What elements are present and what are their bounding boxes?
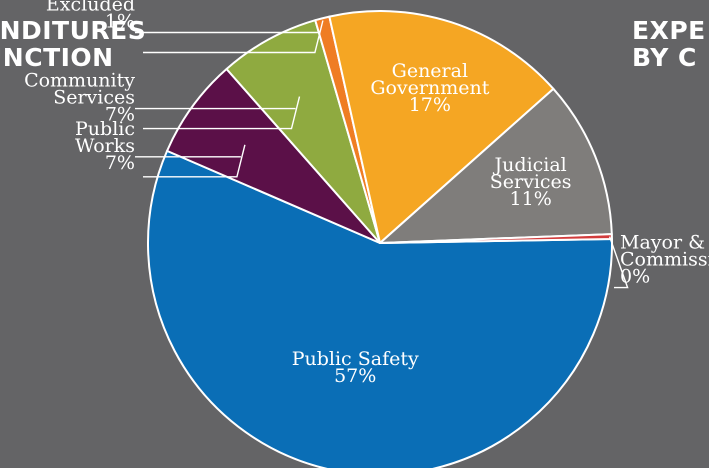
heading-left: ENDITURES UNCTION — [0, 17, 146, 71]
heading-right-line-2: BY C — [632, 43, 697, 72]
pie-slice-public-works — [166, 67, 381, 244]
slice-label-public-safety: Public Safety 57% — [292, 348, 419, 387]
heading-left-line-2: UNCTION — [0, 43, 114, 72]
pie-slice-judicial-services — [379, 87, 613, 244]
pie-slice-general-government — [328, 10, 555, 244]
slice-label-general-government: General Government 17% — [370, 60, 489, 116]
leader-lines — [135, 20, 629, 289]
leader-line-mayor-and-commission — [608, 236, 629, 289]
pie-slice-mayor-and-commission — [379, 233, 613, 244]
slice-labels: Public Safety 57% Public Works 7%Community Se… — [24, 0, 709, 387]
heading-right-line-1: EXPE — [632, 16, 706, 45]
heading-right: EXPE BY C — [632, 17, 706, 71]
leader-line-public-works — [143, 144, 246, 178]
pie-slice-public-safety — [147, 149, 613, 468]
slice-label-excluded: Excluded 1% — [46, 0, 135, 33]
slice-label-community-services: Community Services 7% — [24, 70, 135, 126]
heading-left-line-1: ENDITURES — [0, 16, 147, 45]
slice-label-mayor-and-commission: Mayor &Commission0% — [620, 232, 709, 288]
slice-label-judicial-services: Judicial Services 11% — [490, 154, 572, 210]
slice-label-public-works: Public Works 7% — [75, 118, 135, 174]
leader-line-community-services — [143, 96, 301, 130]
leader-line-excluded — [143, 20, 324, 54]
pie-slices — [147, 10, 613, 468]
pie-slice-community-services — [225, 19, 381, 244]
